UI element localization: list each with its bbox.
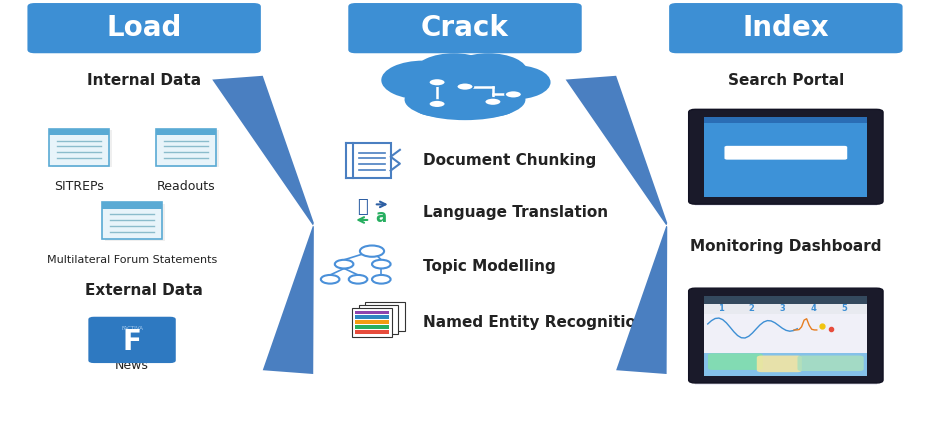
FancyBboxPatch shape <box>156 129 216 136</box>
FancyBboxPatch shape <box>365 302 405 331</box>
Circle shape <box>415 53 493 90</box>
PathPatch shape <box>212 76 313 374</box>
FancyBboxPatch shape <box>352 308 392 337</box>
FancyBboxPatch shape <box>158 130 219 167</box>
Text: SITREPs: SITREPs <box>54 180 104 193</box>
Text: 5: 5 <box>842 304 847 313</box>
FancyBboxPatch shape <box>669 3 902 53</box>
FancyBboxPatch shape <box>688 288 883 383</box>
Text: FACTIVA: FACTIVA <box>121 326 143 331</box>
Text: 3: 3 <box>779 304 786 313</box>
Circle shape <box>429 78 445 86</box>
FancyBboxPatch shape <box>355 325 389 329</box>
FancyBboxPatch shape <box>355 330 389 334</box>
FancyBboxPatch shape <box>355 320 389 324</box>
FancyBboxPatch shape <box>52 130 113 167</box>
FancyBboxPatch shape <box>355 310 389 314</box>
Text: Readouts: Readouts <box>156 180 216 193</box>
FancyBboxPatch shape <box>28 3 260 53</box>
Text: 1: 1 <box>718 304 724 313</box>
FancyBboxPatch shape <box>797 355 864 371</box>
Text: Named Entity Recognition: Named Entity Recognition <box>423 315 647 330</box>
FancyBboxPatch shape <box>104 204 166 241</box>
Text: External Data: External Data <box>86 283 203 297</box>
Text: F: F <box>123 328 141 356</box>
Circle shape <box>335 260 353 268</box>
Ellipse shape <box>418 105 512 118</box>
FancyBboxPatch shape <box>704 117 867 197</box>
Text: Topic Modelling: Topic Modelling <box>423 259 556 274</box>
Text: Multilateral Forum Statements: Multilateral Forum Statements <box>46 255 218 265</box>
Circle shape <box>360 246 384 257</box>
FancyBboxPatch shape <box>704 117 867 123</box>
Text: Internal Data: Internal Data <box>87 73 201 87</box>
FancyBboxPatch shape <box>355 315 389 319</box>
FancyBboxPatch shape <box>724 146 847 160</box>
Text: Crack: Crack <box>421 14 509 42</box>
Text: Load: Load <box>106 14 182 42</box>
Circle shape <box>457 83 473 90</box>
Circle shape <box>381 61 465 100</box>
Circle shape <box>349 275 367 284</box>
FancyBboxPatch shape <box>695 380 876 385</box>
FancyBboxPatch shape <box>704 296 867 304</box>
Text: あ: あ <box>357 198 368 216</box>
FancyBboxPatch shape <box>359 305 398 334</box>
FancyBboxPatch shape <box>348 3 582 53</box>
FancyBboxPatch shape <box>101 203 162 209</box>
Circle shape <box>321 275 339 284</box>
FancyBboxPatch shape <box>757 355 802 372</box>
Circle shape <box>476 65 551 100</box>
Text: a: a <box>376 208 387 226</box>
FancyBboxPatch shape <box>101 203 162 239</box>
Circle shape <box>505 90 522 98</box>
FancyBboxPatch shape <box>708 353 763 370</box>
Text: Monitoring Dashboard: Monitoring Dashboard <box>690 239 882 254</box>
FancyBboxPatch shape <box>88 317 176 363</box>
Circle shape <box>429 100 445 108</box>
Text: 4: 4 <box>811 304 817 313</box>
FancyBboxPatch shape <box>49 129 110 136</box>
FancyBboxPatch shape <box>704 353 867 375</box>
FancyBboxPatch shape <box>704 304 867 314</box>
Circle shape <box>372 260 391 268</box>
FancyBboxPatch shape <box>49 129 110 166</box>
FancyBboxPatch shape <box>353 143 391 178</box>
Circle shape <box>449 53 527 90</box>
Text: 2: 2 <box>749 304 754 313</box>
FancyBboxPatch shape <box>695 201 876 207</box>
Text: News: News <box>115 359 149 372</box>
FancyBboxPatch shape <box>688 110 883 204</box>
FancyBboxPatch shape <box>156 129 216 166</box>
Text: Search Portal: Search Portal <box>727 73 844 87</box>
PathPatch shape <box>565 76 667 374</box>
Circle shape <box>485 98 501 106</box>
FancyBboxPatch shape <box>704 296 867 375</box>
Circle shape <box>372 275 391 284</box>
Text: Index: Index <box>742 14 830 42</box>
Ellipse shape <box>405 79 525 120</box>
Text: Document Chunking: Document Chunking <box>423 153 596 168</box>
Text: Language Translation: Language Translation <box>423 205 608 220</box>
